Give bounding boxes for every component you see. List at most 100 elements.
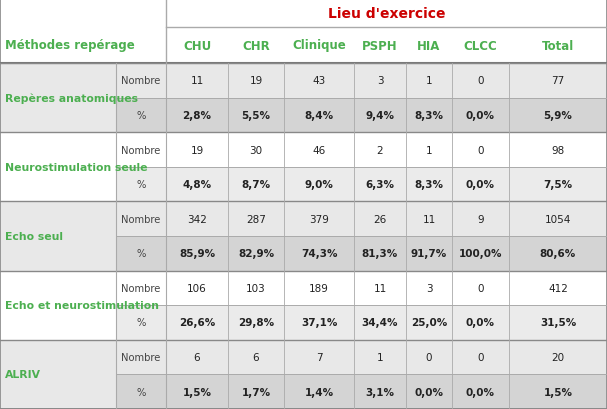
Bar bbox=[228, 28, 284, 64]
Bar bbox=[452, 167, 509, 202]
Bar bbox=[116, 271, 166, 306]
Text: 0,0%: 0,0% bbox=[466, 110, 495, 121]
Text: 19: 19 bbox=[249, 76, 263, 86]
Bar bbox=[284, 375, 354, 409]
Text: 8,4%: 8,4% bbox=[305, 110, 334, 121]
Text: Nombre: Nombre bbox=[121, 214, 161, 224]
Bar bbox=[0, 202, 116, 271]
Text: 20: 20 bbox=[551, 352, 565, 362]
Bar bbox=[509, 64, 607, 98]
Bar bbox=[509, 98, 607, 133]
Text: 0,0%: 0,0% bbox=[466, 180, 495, 190]
Text: Repères anatomiques: Repères anatomiques bbox=[5, 93, 138, 103]
Text: 82,9%: 82,9% bbox=[238, 249, 274, 258]
Bar bbox=[284, 28, 354, 64]
Bar bbox=[509, 340, 607, 375]
Text: 77: 77 bbox=[551, 76, 565, 86]
Bar bbox=[116, 306, 166, 340]
Text: 6: 6 bbox=[253, 352, 259, 362]
Text: 46: 46 bbox=[313, 145, 325, 155]
Text: 8,3%: 8,3% bbox=[415, 180, 444, 190]
Bar bbox=[284, 98, 354, 133]
Text: 287: 287 bbox=[246, 214, 266, 224]
Bar bbox=[406, 98, 452, 133]
Bar bbox=[406, 167, 452, 202]
Text: 9,4%: 9,4% bbox=[365, 110, 395, 121]
Text: Nombre: Nombre bbox=[121, 76, 161, 86]
Bar bbox=[509, 375, 607, 409]
Bar bbox=[0, 340, 116, 409]
Text: 25,0%: 25,0% bbox=[411, 318, 447, 328]
Bar bbox=[406, 133, 452, 167]
Bar bbox=[406, 306, 452, 340]
Bar bbox=[284, 340, 354, 375]
Text: 0: 0 bbox=[477, 283, 484, 293]
Text: 9: 9 bbox=[477, 214, 484, 224]
Bar bbox=[509, 202, 607, 236]
Bar bbox=[284, 236, 354, 271]
Bar bbox=[406, 64, 452, 98]
Bar bbox=[228, 375, 284, 409]
Bar bbox=[116, 98, 166, 133]
Text: 1,4%: 1,4% bbox=[305, 387, 334, 397]
Text: 74,3%: 74,3% bbox=[300, 249, 337, 258]
Text: Clinique: Clinique bbox=[292, 39, 346, 52]
Bar bbox=[284, 306, 354, 340]
Text: 4,8%: 4,8% bbox=[183, 180, 212, 190]
Text: 0: 0 bbox=[426, 352, 432, 362]
Text: Nombre: Nombre bbox=[121, 352, 161, 362]
Bar bbox=[166, 236, 228, 271]
Bar bbox=[452, 306, 509, 340]
Text: 3: 3 bbox=[377, 76, 383, 86]
Text: 1: 1 bbox=[377, 352, 383, 362]
Bar bbox=[354, 236, 406, 271]
Bar bbox=[354, 306, 406, 340]
Text: 11: 11 bbox=[373, 283, 387, 293]
Bar bbox=[228, 133, 284, 167]
Bar bbox=[166, 0, 607, 28]
Bar bbox=[228, 167, 284, 202]
Bar bbox=[116, 340, 166, 375]
Text: 9,0%: 9,0% bbox=[305, 180, 333, 190]
Bar bbox=[354, 28, 406, 64]
Bar bbox=[228, 64, 284, 98]
Text: 19: 19 bbox=[191, 145, 203, 155]
Bar bbox=[0, 0, 166, 28]
Bar bbox=[354, 271, 406, 306]
Bar bbox=[406, 202, 452, 236]
Bar bbox=[166, 271, 228, 306]
Text: 8,7%: 8,7% bbox=[242, 180, 271, 190]
Text: Echo et neurostimulation: Echo et neurostimulation bbox=[5, 301, 159, 310]
Bar bbox=[166, 98, 228, 133]
Text: CHR: CHR bbox=[242, 39, 270, 52]
Bar bbox=[116, 133, 166, 167]
Bar bbox=[452, 202, 509, 236]
Text: 1,5%: 1,5% bbox=[543, 387, 572, 397]
Bar bbox=[284, 64, 354, 98]
Bar bbox=[509, 28, 607, 64]
Bar bbox=[0, 133, 116, 202]
Text: 30: 30 bbox=[249, 145, 263, 155]
Bar bbox=[228, 98, 284, 133]
Bar bbox=[228, 306, 284, 340]
Text: 342: 342 bbox=[187, 214, 207, 224]
Text: 6: 6 bbox=[194, 352, 200, 362]
Bar bbox=[228, 340, 284, 375]
Text: 2: 2 bbox=[377, 145, 383, 155]
Text: 0,0%: 0,0% bbox=[466, 318, 495, 328]
Text: 34,4%: 34,4% bbox=[362, 318, 398, 328]
Bar bbox=[228, 202, 284, 236]
Bar bbox=[166, 133, 228, 167]
Bar bbox=[116, 375, 166, 409]
Bar bbox=[228, 236, 284, 271]
Bar bbox=[406, 375, 452, 409]
Bar bbox=[452, 64, 509, 98]
Text: 6,3%: 6,3% bbox=[365, 180, 395, 190]
Text: %: % bbox=[137, 110, 146, 121]
Text: HIA: HIA bbox=[418, 39, 441, 52]
Text: Nombre: Nombre bbox=[121, 145, 161, 155]
Bar bbox=[354, 98, 406, 133]
Text: Méthodes repérage: Méthodes repérage bbox=[5, 39, 135, 52]
Text: %: % bbox=[137, 387, 146, 397]
Text: 80,6%: 80,6% bbox=[540, 249, 576, 258]
